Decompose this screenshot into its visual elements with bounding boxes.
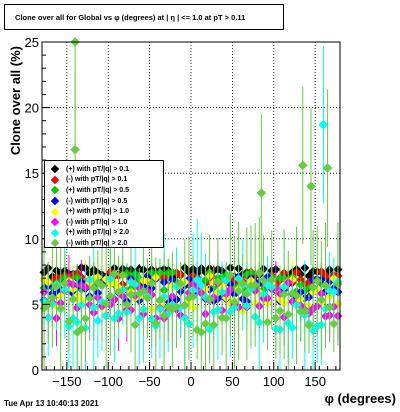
legend-marker (48, 228, 62, 238)
data-point (297, 160, 308, 171)
data-point (93, 316, 103, 326)
data-point (138, 286, 148, 296)
timestamp: Tue Apr 13 10:40:13 2021 (4, 399, 99, 408)
data-point (234, 286, 244, 296)
y-tick-label: 15 (25, 166, 39, 181)
data-point (205, 294, 215, 304)
data-point (89, 283, 99, 293)
data-point (47, 292, 57, 302)
data-point (200, 319, 211, 329)
legend-label: (+) with pT/|q| > 1.0 (66, 208, 130, 216)
y-axis-label: Clone over all (%) (8, 46, 23, 155)
data-point (80, 314, 90, 324)
data-point (213, 277, 223, 287)
data-point (209, 320, 219, 330)
data-point (306, 181, 316, 192)
data-point (329, 319, 339, 329)
legend-label: (-) with pT/|q| > 0.1 (66, 176, 128, 184)
y-tick-label: 20 (25, 101, 39, 116)
data-point (155, 295, 165, 305)
data-point (221, 313, 231, 323)
legend-marker (48, 238, 62, 248)
x-tick-label: −150 (52, 374, 81, 389)
y-tick-label: 5 (32, 297, 39, 312)
legend-label: (+) with pT/|q| > 0.1 (66, 165, 130, 173)
data-point (70, 144, 80, 155)
x-tick-label: 50 (225, 374, 239, 389)
axes: −150 −100 −50 0 50 100 150 0 5 10 15 20 25 (25, 35, 337, 389)
data-point (225, 270, 235, 280)
data-point (229, 297, 239, 307)
legend-entry: (+) with pT/|q| > 2.0 (48, 228, 163, 239)
legend-entry: (+) with pT/|q| > 0.1 (48, 164, 163, 175)
data-point (180, 300, 190, 310)
legend-marker (48, 164, 62, 174)
data-point (196, 327, 206, 337)
y-tick-label: 25 (25, 35, 39, 50)
data-point (318, 119, 329, 130)
chart-title: Clone over all for Global vs φ (degrees)… (4, 4, 284, 30)
legend-label: (-) with pT/|q| > 2.0 (66, 239, 128, 247)
legend-label: (+) with pT/|q| > 2.0 (66, 229, 130, 237)
data-point (64, 316, 74, 327)
legend-marker (48, 207, 62, 217)
legend-label: (-) with pT/|q| > 0.5 (66, 197, 128, 205)
x-tick-label: 0 (187, 374, 194, 389)
legend-entry: (-) with pT/|q| > 2.0 (48, 238, 163, 249)
data-point (114, 287, 124, 297)
data-point (250, 280, 260, 290)
x-axis-label: φ (degrees) (325, 391, 396, 406)
x-tick-label: 150 (304, 374, 326, 389)
legend-entry: (+) with pT/|q| > 1.0 (48, 206, 163, 217)
data-marks (39, 37, 343, 370)
data-point (130, 320, 140, 330)
x-tick-label: −50 (139, 374, 161, 389)
x-tick-label: 100 (263, 374, 285, 389)
legend-entry: (-) with pT/|q| > 0.5 (48, 196, 163, 207)
legend-entry: (-) with pT/|q| > 0.1 (48, 175, 163, 186)
legend-label: (-) with pT/|q| > 1.0 (66, 218, 128, 226)
data-point (97, 281, 107, 291)
legend-marker (48, 185, 62, 195)
legend-marker (48, 217, 62, 227)
data-point (176, 279, 186, 289)
data-point (238, 278, 248, 288)
legend: (+) with pT/|q| > 0.1 (-) with pT/|q| > 0… (44, 160, 164, 248)
y-tick-label: 0 (32, 363, 39, 378)
legend-marker (48, 196, 62, 206)
data-point (171, 302, 182, 312)
data-point (147, 278, 157, 288)
data-point (192, 275, 202, 285)
legend-entry: (+) with pT/|q| > 0.5 (48, 185, 163, 196)
data-point (151, 318, 161, 328)
data-point (101, 299, 111, 309)
legend-marker (48, 175, 62, 185)
data-point (188, 291, 198, 302)
legend-label: (+) with pT/|q| > 0.5 (66, 186, 130, 194)
data-point (109, 269, 119, 279)
x-tick-label: −100 (94, 374, 123, 389)
data-point (256, 188, 267, 198)
outlier-points (70, 37, 333, 272)
data-point (143, 293, 153, 303)
data-point (263, 317, 273, 327)
data-point (118, 270, 128, 280)
data-point (322, 163, 333, 173)
legend-entry: (-) with pT/|q| > 1.0 (48, 217, 163, 228)
data-point (271, 313, 281, 323)
y-tick-label: 10 (25, 232, 39, 247)
data-point (242, 289, 252, 299)
